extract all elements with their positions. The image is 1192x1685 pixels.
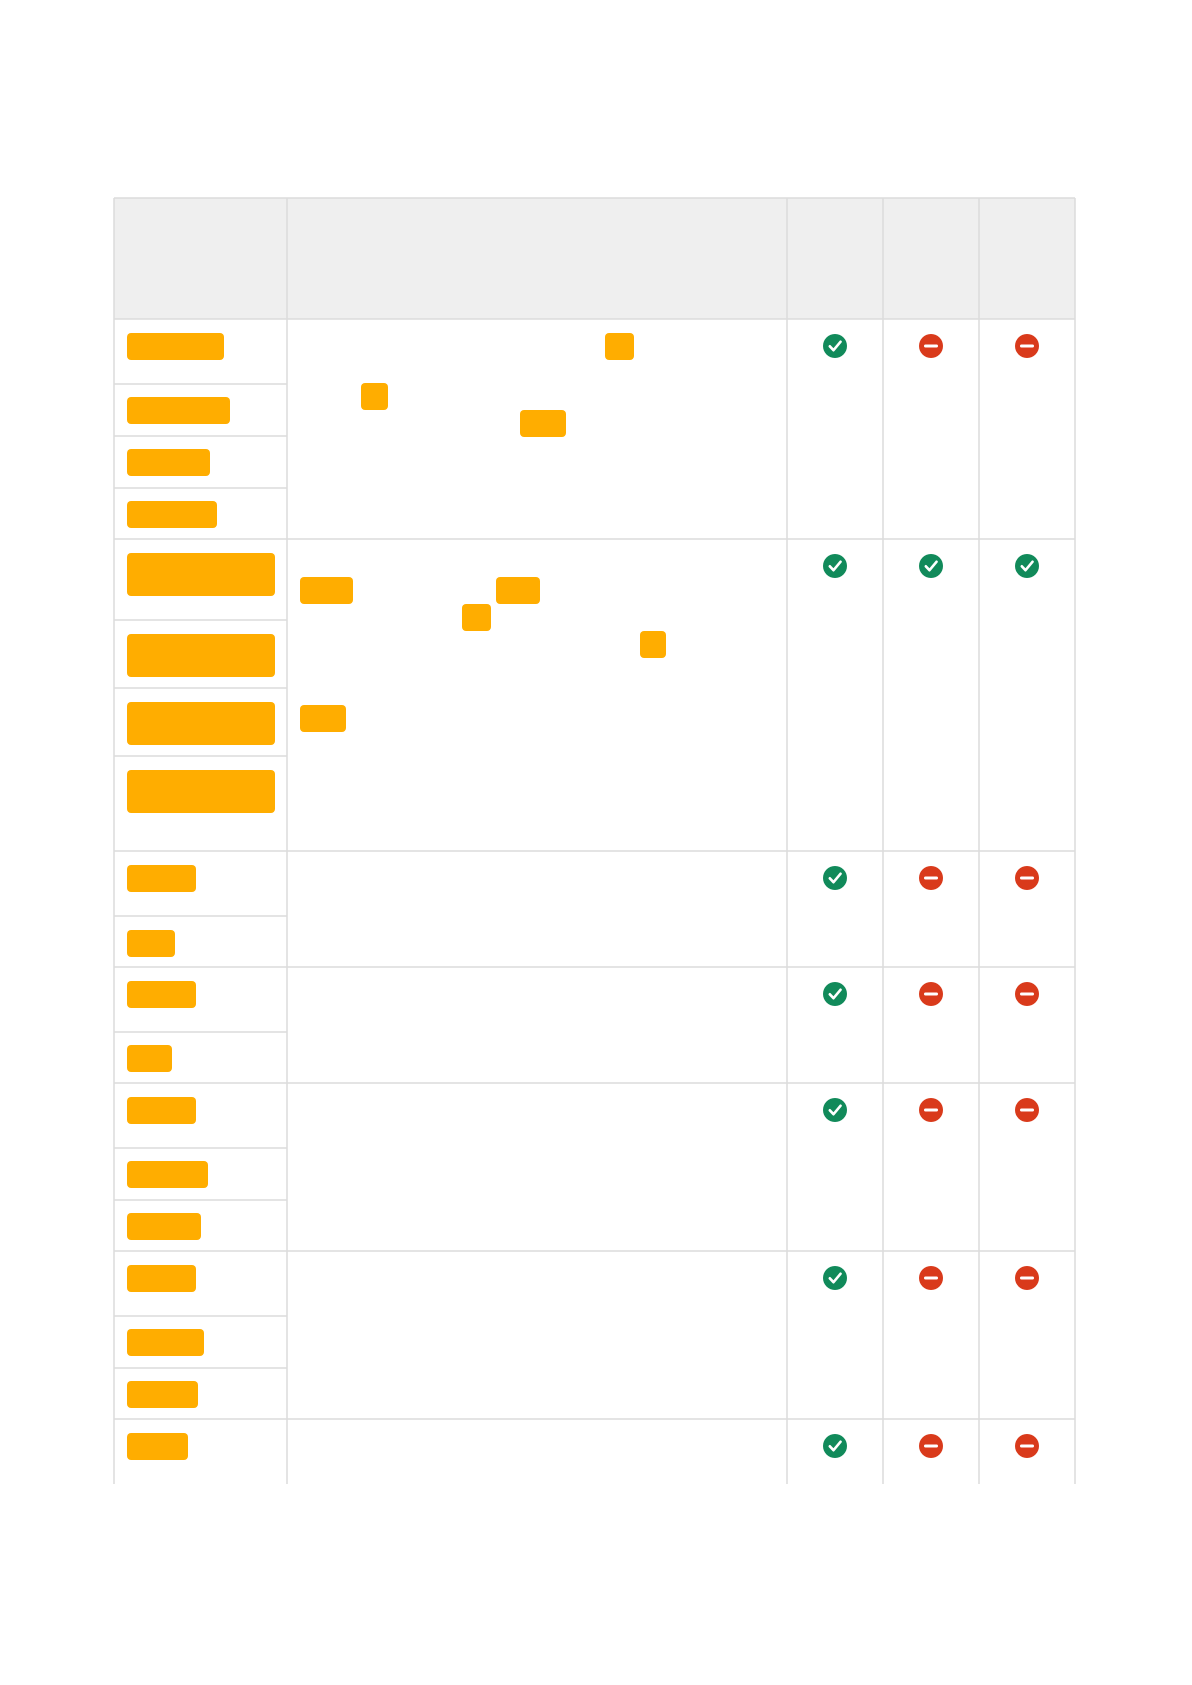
check-circle-icon [821,1096,849,1124]
redacted-label [127,553,275,596]
minus-circle-icon [917,980,945,1008]
redacted-label [127,702,275,745]
minus-circle-icon [1013,332,1041,360]
check-circle-icon [917,552,945,580]
feature-labels [127,333,275,1460]
sub-row-dividers [114,383,287,1369]
column-dividers [113,198,1076,1484]
redacted-label [127,930,175,957]
redacted-term [300,705,346,732]
minus-circle-icon [917,1264,945,1292]
redacted-label [127,501,217,528]
redacted-label [127,1097,196,1124]
minus-circle-icon [917,1432,945,1460]
check-circle-icon [821,980,849,1008]
redacted-label [127,397,230,424]
redacted-label [127,981,196,1008]
redacted-label [127,1161,208,1188]
redacted-term [640,631,666,658]
redacted-label [127,1045,172,1072]
status-icons [821,332,1041,1460]
minus-circle-icon [1013,980,1041,1008]
redacted-term [300,577,353,604]
redacted-term [605,333,634,360]
redacted-term [462,604,491,631]
minus-circle-icon [917,1096,945,1124]
redacted-label [127,333,224,360]
redacted-label [127,770,275,813]
minus-circle-icon [1013,1096,1041,1124]
check-circle-icon [1013,552,1041,580]
redacted-label [127,1433,188,1460]
redacted-term [520,410,566,437]
redacted-label [127,865,196,892]
minus-circle-icon [1013,1432,1041,1460]
check-circle-icon [821,332,849,360]
redacted-label [127,1265,196,1292]
row-dividers [114,197,1075,1420]
minus-circle-icon [1013,1264,1041,1292]
minus-circle-icon [917,332,945,360]
check-circle-icon [821,1264,849,1292]
redacted-term [361,383,388,410]
redacted-label [127,1381,198,1408]
redacted-label [127,449,210,476]
check-circle-icon [821,552,849,580]
minus-circle-icon [1013,864,1041,892]
redacted-label [127,1213,201,1240]
header-row [114,198,1075,319]
minus-circle-icon [917,864,945,892]
check-circle-icon [821,1432,849,1460]
check-circle-icon [821,864,849,892]
redacted-label [127,634,275,677]
redacted-term [496,577,540,604]
redacted-label [127,1329,204,1356]
description-highlights [300,333,666,732]
